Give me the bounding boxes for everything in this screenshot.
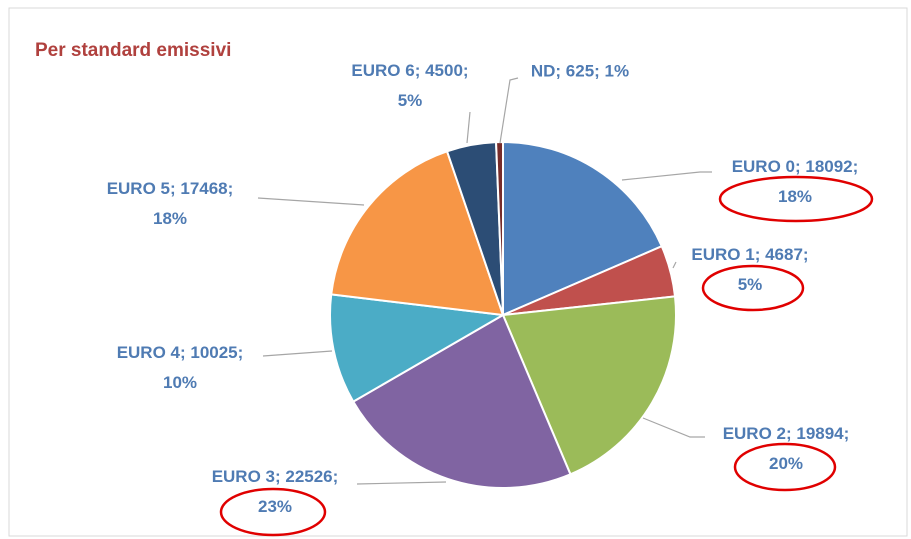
leader-line	[466, 111, 471, 144]
pie-slice	[351, 313, 572, 489]
label-line: EURO 6; 4500;	[351, 61, 468, 80]
highlight-ring	[219, 487, 327, 537]
leader-line	[262, 350, 333, 357]
label-line: EURO 1; 4687;	[691, 245, 808, 264]
leader-line	[621, 171, 712, 181]
pie	[329, 140, 677, 489]
leader-line	[257, 197, 365, 206]
label-line: 18%	[778, 187, 812, 206]
data-label: EURO 2; 19894; 20%	[723, 424, 850, 473]
leader-line	[672, 261, 677, 269]
data-label: EURO 5; 17468; 18%	[107, 179, 234, 228]
label-line: EURO 2; 19894;	[723, 424, 850, 443]
data-label: EURO 3; 22526; 23%	[212, 467, 339, 516]
pie-slice	[329, 293, 507, 403]
label-line: 10%	[163, 373, 197, 392]
highlight-ring	[718, 175, 874, 223]
label-line: 23%	[258, 497, 292, 516]
data-label: EURO 1; 4687; 5%	[691, 245, 808, 294]
highlight-ring	[733, 442, 837, 492]
label-line: EURO 5; 17468;	[107, 179, 234, 198]
data-label: EURO 4; 10025; 10%	[117, 343, 244, 392]
pie-slice	[495, 140, 504, 316]
label-line: 5%	[398, 91, 423, 110]
leader-line	[356, 481, 447, 485]
label-line: 5%	[738, 275, 763, 294]
label-line: 20%	[769, 454, 803, 473]
leader-line	[499, 77, 519, 144]
highlight-ring	[701, 264, 805, 312]
chart-title: Per standard emissivi	[35, 40, 231, 61]
data-label: ND; 625; 1%	[531, 61, 629, 80]
label-line: EURO 4; 10025;	[117, 343, 244, 362]
labels: EURO 0; 18092; 18% EURO 1; 4687; 5% EURO 2; …	[107, 61, 859, 516]
data-label: EURO 6; 4500; 5%	[351, 61, 468, 110]
data-label: EURO 0; 18092; 18%	[732, 157, 859, 206]
label-line: EURO 3; 22526;	[212, 467, 339, 486]
pie-slice	[502, 140, 664, 317]
label-line: EURO 0; 18092;	[732, 157, 859, 176]
pie-slice	[501, 295, 677, 476]
label-line: 18%	[153, 209, 187, 228]
leader-line	[642, 417, 705, 438]
